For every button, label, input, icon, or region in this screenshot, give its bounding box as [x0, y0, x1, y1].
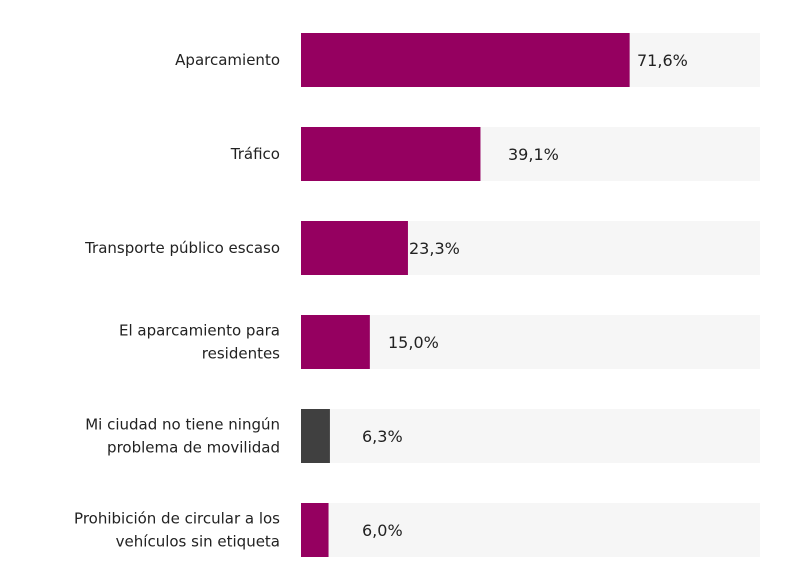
bar — [301, 315, 370, 369]
category-label: Transporte público escaso — [84, 239, 280, 257]
category-label: El aparcamiento para — [119, 322, 280, 340]
bar — [301, 503, 329, 557]
category-label: problema de movilidad — [107, 439, 280, 457]
category-label: Tráfico — [230, 145, 280, 163]
value-label: 15,0% — [388, 333, 439, 352]
bar-track — [301, 315, 760, 369]
bar — [301, 33, 630, 87]
value-label: 6,0% — [362, 521, 403, 540]
category-label: Mi ciudad no tiene ningún — [85, 416, 280, 434]
category-label: residentes — [202, 345, 280, 363]
value-label: 6,3% — [362, 427, 403, 446]
category-label: Aparcamiento — [175, 51, 280, 69]
value-label: 23,3% — [409, 239, 460, 258]
category-label: Prohibición de circular a los — [74, 510, 280, 528]
bar — [301, 409, 330, 463]
bar-track — [301, 503, 760, 557]
value-label: 71,6% — [637, 51, 688, 70]
value-label: 39,1% — [508, 145, 559, 164]
bar — [301, 221, 408, 275]
bar — [301, 127, 481, 181]
bar-track — [301, 409, 760, 463]
category-label: vehículos sin etiqueta — [116, 533, 280, 551]
